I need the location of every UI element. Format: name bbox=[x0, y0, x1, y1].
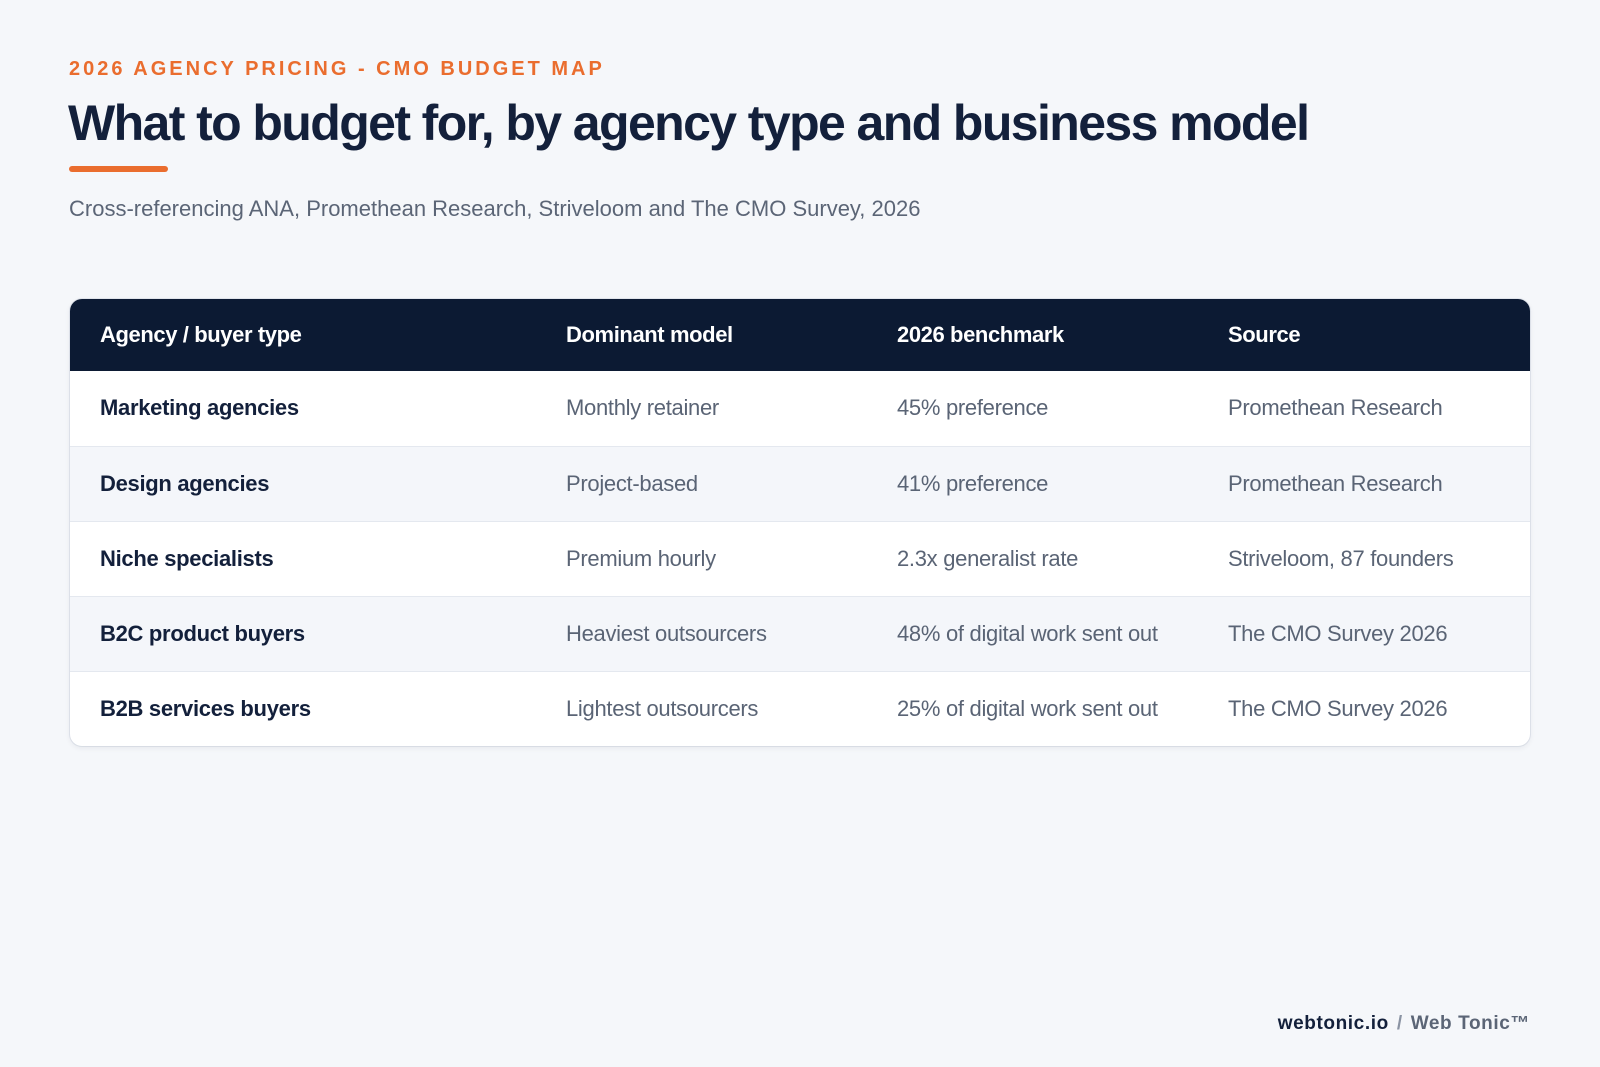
cell-source: Striveloom, 87 founders bbox=[1228, 545, 1454, 571]
budget-table-card: Agency / buyer type Dominant model 2026 … bbox=[70, 299, 1530, 746]
table-body: Marketing agencies Monthly retainer 45% … bbox=[70, 371, 1530, 746]
footer-credit: webtonic.io / Web Tonic™ bbox=[1278, 1013, 1530, 1035]
cell-agency-type: Design agencies bbox=[100, 470, 270, 496]
table-row: Niche specialists Premium hourly 2.3x ge… bbox=[70, 521, 1530, 596]
cell-agency-type: Niche specialists bbox=[100, 545, 274, 571]
table-header: Agency / buyer type Dominant model 2026 … bbox=[70, 299, 1530, 371]
table-header-row: Agency / buyer type Dominant model 2026 … bbox=[70, 299, 1530, 371]
cell-dominant-model: Premium hourly bbox=[566, 545, 716, 571]
column-header-benchmark: 2026 benchmark bbox=[897, 322, 1064, 347]
footer-separator: / bbox=[1396, 1013, 1403, 1034]
cell-dominant-model: Project-based bbox=[566, 470, 698, 496]
cell-benchmark: 45% preference bbox=[897, 395, 1049, 421]
column-header-dominant-model: Dominant model bbox=[566, 322, 733, 347]
cell-dominant-model: Heaviest outsourcers bbox=[566, 620, 767, 646]
table-row: Design agencies Project-based 41% prefer… bbox=[70, 446, 1530, 521]
eyebrow-label: 2026 AGENCY PRICING - CMO BUDGET MAP bbox=[69, 58, 605, 80]
footer-brand: Web Tonic™ bbox=[1410, 1013, 1530, 1034]
budget-table: Agency / buyer type Dominant model 2026 … bbox=[70, 299, 1530, 746]
cell-source: The CMO Survey 2026 bbox=[1228, 620, 1448, 646]
cell-agency-type: Marketing agencies bbox=[100, 395, 299, 421]
cell-dominant-model: Lightest outsourcers bbox=[566, 695, 759, 721]
cell-source: The CMO Survey 2026 bbox=[1228, 695, 1448, 721]
cell-dominant-model: Monthly retainer bbox=[566, 395, 719, 421]
column-header-source: Source bbox=[1228, 322, 1301, 347]
page-title: What to budget for, by agency type and b… bbox=[68, 95, 1310, 151]
cell-benchmark: 41% preference bbox=[897, 470, 1049, 496]
cell-benchmark: 48% of digital work sent out bbox=[897, 620, 1158, 646]
table-row: B2C product buyers Heaviest outsourcers … bbox=[70, 596, 1530, 671]
column-header-agency-type: Agency / buyer type bbox=[100, 322, 302, 347]
cell-source: Promethean Research bbox=[1228, 395, 1443, 421]
cell-benchmark: 25% of digital work sent out bbox=[897, 695, 1158, 721]
cell-benchmark: 2.3x generalist rate bbox=[897, 545, 1079, 571]
footer-domain: webtonic.io bbox=[1277, 1013, 1389, 1034]
title-accent-bar bbox=[69, 166, 168, 172]
table-row: B2B services buyers Lightest outsourcers… bbox=[70, 671, 1530, 746]
table-row: Marketing agencies Monthly retainer 45% … bbox=[70, 371, 1530, 446]
cell-agency-type: B2B services buyers bbox=[100, 695, 311, 721]
cell-agency-type: B2C product buyers bbox=[100, 620, 305, 646]
cell-source: Promethean Research bbox=[1228, 470, 1443, 496]
page-subtitle: Cross-referencing ANA, Promethean Resear… bbox=[69, 196, 921, 221]
